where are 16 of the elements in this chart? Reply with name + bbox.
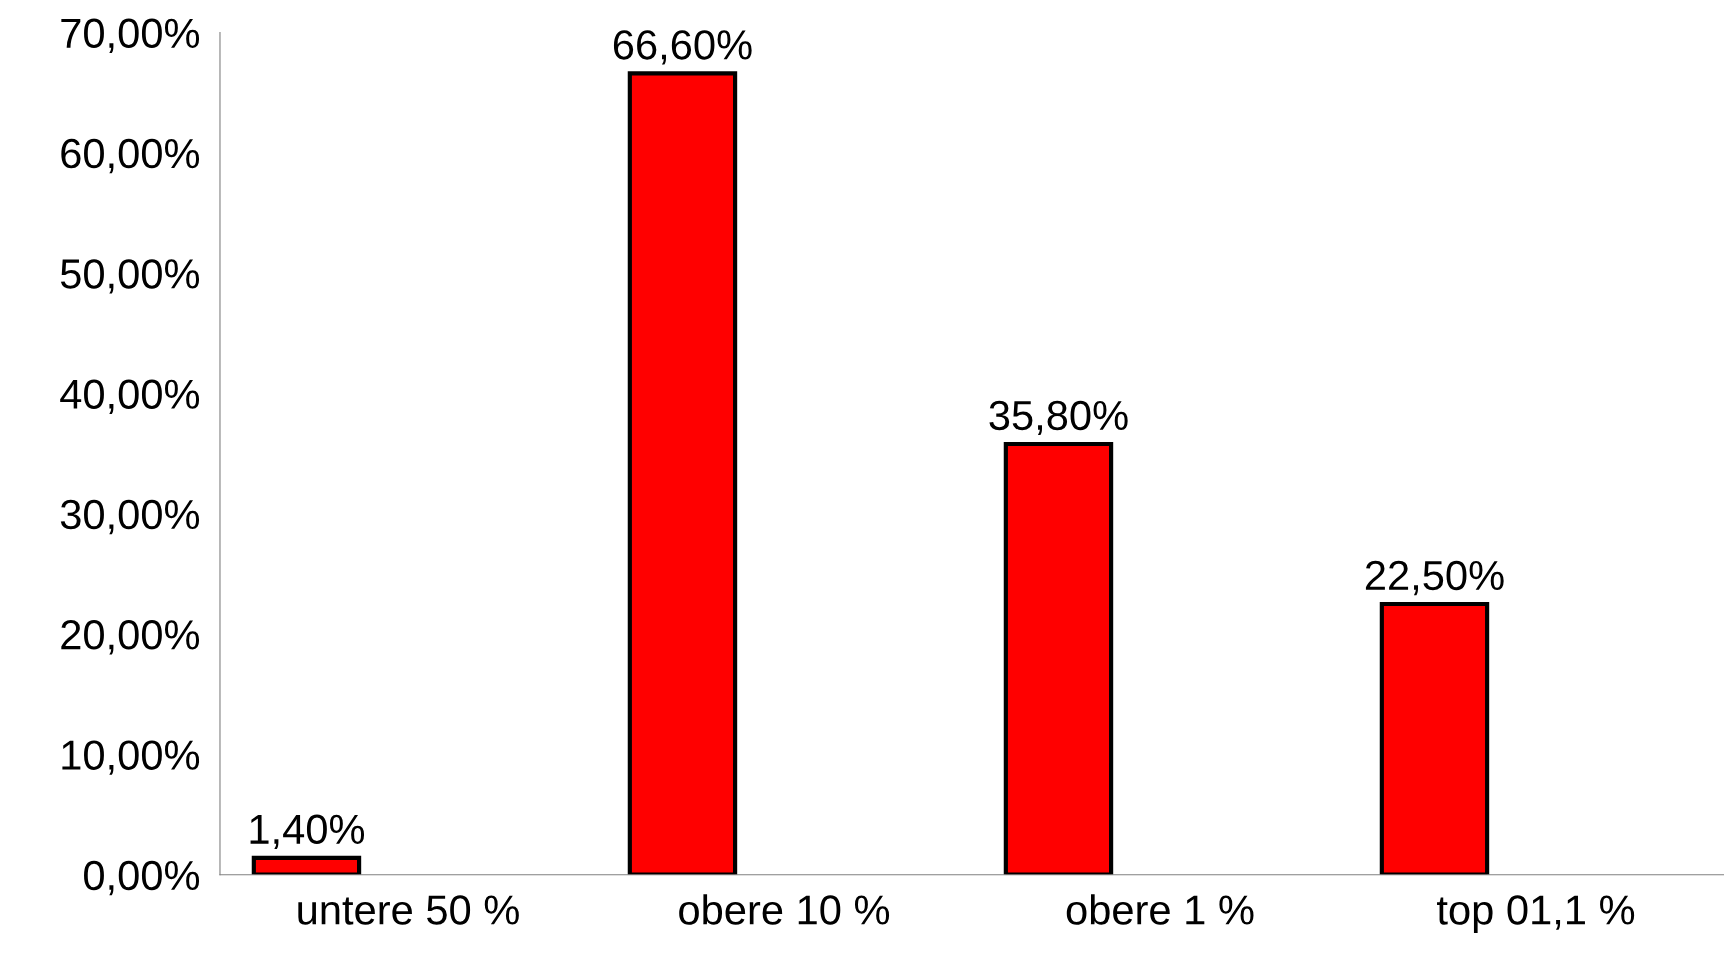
y-tick-label: 20,00% [61,620,200,655]
y-tick-label: 40,00% [60,379,200,414]
x-tick-label: top 01,1 % [1437,895,1635,933]
y-tick-label: 0,00% [84,860,200,896]
data-label: 22,50% [1365,560,1504,596]
data-label: 1,40% [250,814,365,849]
x-tick-label: obere 10 % [679,894,890,925]
x-tick-label: untere 50 % [298,895,519,925]
y-tick-label: 70,00% [61,18,200,53]
y-tick-label: 30,00% [60,499,200,535]
data-label: 66,60% [613,30,752,65]
y-tick-label: 50,00% [60,259,200,294]
x-tick-label: obere 1 % [1066,894,1254,925]
y-tick-label: 60,00% [61,138,200,174]
y-tick-label: 10,00% [62,740,200,775]
data-label: 35,80% [989,400,1128,436]
